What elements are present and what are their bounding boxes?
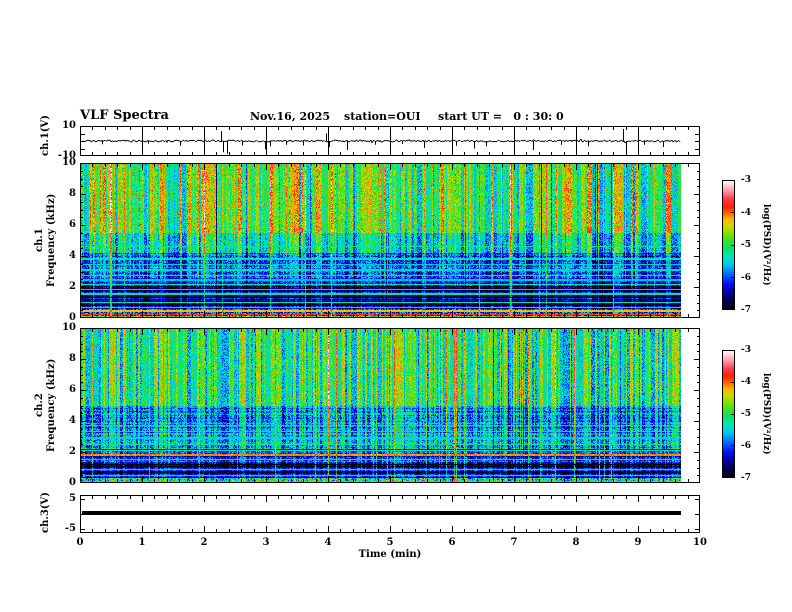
x-tick-label: 2	[200, 537, 208, 548]
x-tick-label: 1	[138, 537, 146, 548]
ch1-spectrogram-panel	[80, 163, 700, 318]
x-tick-label: 8	[572, 537, 580, 548]
header-start-ut: start UT = 0 : 30: 0	[438, 110, 564, 123]
x-tick-label: 10	[693, 537, 707, 548]
spec-y-tick-label: 8	[69, 353, 76, 364]
spec-y-tick-label: 8	[69, 188, 76, 199]
x-tick-label: 7	[510, 537, 518, 548]
spec-y-tick-label: 0	[69, 312, 76, 323]
colorbar-ch2	[722, 350, 735, 478]
x-tick-label: 4	[324, 537, 332, 548]
header-station: station=OUI	[344, 110, 421, 123]
ch2-spectrogram-ylabel: ch.2 Frequency (kHz)	[34, 358, 57, 453]
colorbar-tick-label: -6	[741, 272, 751, 283]
colorbar-tick-label: -3	[741, 175, 751, 185]
colorbar-ch1	[722, 180, 735, 310]
spec-y-tick-label: 10	[62, 322, 76, 333]
colorbar-tick-label: -6	[741, 441, 751, 451]
spec-y-tick-label: 4	[69, 250, 76, 261]
colorbar-tick-label: -7	[741, 473, 751, 483]
ch3-y-tick-label: -5	[64, 522, 76, 534]
x-tick-label: 3	[262, 537, 270, 548]
colorbar-tick-label: -5	[741, 409, 751, 419]
ch1-spectrogram-ylabel: ch.1 Frequency (kHz)	[34, 193, 57, 288]
x-tick-label: 5	[386, 537, 394, 548]
header-date: Nov.16, 2025	[250, 110, 331, 123]
colorbar-ch2-unit-label: log(PSD)(V²/Hz)	[761, 373, 771, 455]
wave-y-tick-label: 10	[62, 120, 76, 131]
spec-y-tick-label: 4	[69, 415, 76, 426]
x-axis-title: Time (min)	[358, 549, 422, 560]
colorbar-tick-label: -3	[741, 345, 751, 355]
page-title: VLF Spectra	[80, 108, 169, 123]
spec-y-tick-label: 6	[69, 384, 76, 395]
colorbar-tick-label: -4	[741, 377, 751, 387]
spec-y-tick-label: 0	[69, 477, 76, 488]
spec-y-tick-label: 2	[69, 446, 76, 457]
spec-y-tick-label: 10	[62, 157, 76, 168]
ch1-waveform-panel	[80, 126, 700, 156]
colorbar-tick-label: -7	[741, 305, 751, 315]
ch3-y-tick-label: 5	[69, 493, 76, 505]
colorbar-tick-label: -5	[741, 240, 751, 250]
x-tick-label: 9	[634, 537, 642, 548]
ch2-spectrogram-panel	[80, 328, 700, 483]
wave-y-tick-label: -10	[57, 150, 76, 161]
colorbar-ch1-unit-label: log(PSD)(V²/Hz)	[761, 204, 771, 286]
colorbar-tick-label: -4	[741, 207, 751, 218]
spec-y-tick-label: 2	[69, 281, 76, 292]
x-tick-label: 0	[76, 537, 84, 548]
ch3-level-panel	[80, 495, 700, 533]
x-tick-label: 6	[448, 537, 456, 548]
spec-y-tick-label: 6	[69, 219, 76, 230]
